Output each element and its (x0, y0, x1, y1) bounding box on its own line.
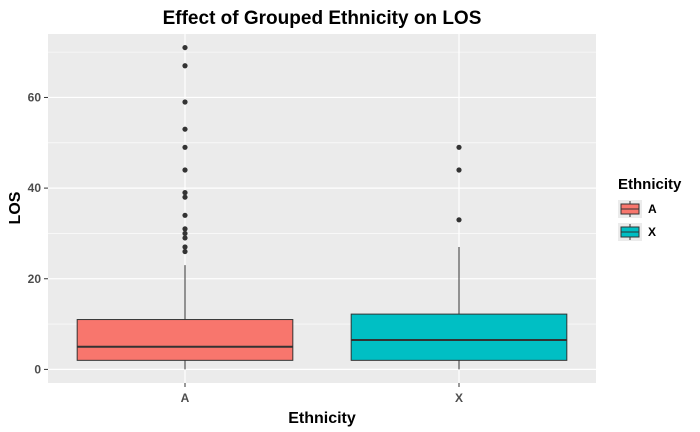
outlier-point (182, 144, 188, 150)
y-tick-label: 20 (28, 272, 42, 286)
y-axis-ticks: 0 20 40 60 (28, 90, 48, 376)
outlier-point (182, 230, 188, 237)
box-X (350, 313, 568, 361)
outlier-point (182, 226, 188, 232)
outlier-point (182, 63, 188, 69)
outlier-point (456, 144, 462, 150)
x-tick-label: A (181, 391, 190, 405)
outlier-point (456, 167, 462, 173)
outlier-point (182, 194, 188, 200)
legend-entries: AX (618, 200, 657, 241)
outlier-point (182, 212, 188, 218)
outlier-point (182, 190, 188, 196)
outlier-point (182, 248, 188, 255)
y-axis-title: LOS (7, 191, 24, 224)
legend: Ethnicity AX (618, 176, 682, 241)
chart-title: Effect of Grouped Ethnicity on LOS (163, 8, 482, 29)
legend-label: X (648, 225, 656, 239)
legend-label: A (648, 202, 657, 216)
x-axis-title: Ethnicity (288, 410, 356, 427)
outlier-point (182, 167, 188, 173)
outlier-point (182, 126, 188, 132)
y-tick-label: 0 (34, 362, 41, 376)
outlier-point (182, 99, 188, 105)
outlier-point (182, 235, 188, 241)
y-tick-label: 60 (28, 90, 42, 104)
legend-title: Ethnicity (618, 176, 682, 193)
outlier-point (182, 244, 188, 250)
outlier-point (456, 217, 462, 223)
outlier-point (182, 44, 188, 51)
boxes (76, 44, 568, 370)
x-tick-label: X (455, 391, 463, 405)
box-A (76, 319, 294, 361)
y-tick-label: 40 (28, 181, 42, 195)
